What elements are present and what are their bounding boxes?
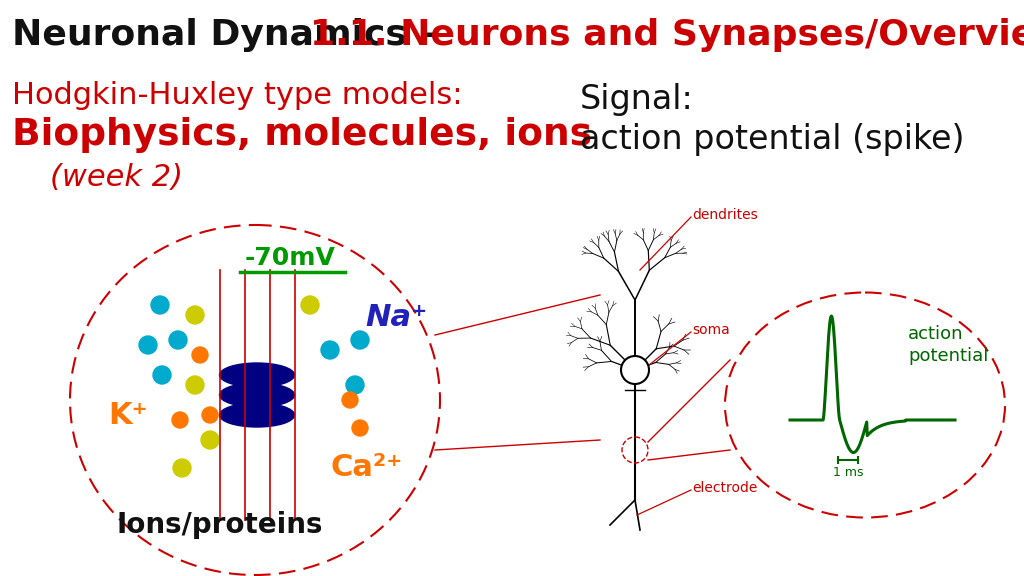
Ellipse shape	[219, 403, 295, 427]
Circle shape	[321, 341, 339, 359]
Text: Biophysics, molecules, ions: Biophysics, molecules, ions	[12, 117, 592, 153]
Text: K⁺: K⁺	[108, 400, 147, 430]
Text: Ca²⁺: Ca²⁺	[330, 453, 402, 483]
Text: 1.1. Neurons and Synapses/Overview: 1.1. Neurons and Synapses/Overview	[310, 18, 1024, 52]
Text: (week 2): (week 2)	[50, 164, 183, 192]
Circle shape	[172, 412, 188, 428]
Text: 1 ms: 1 ms	[833, 465, 863, 479]
Circle shape	[186, 376, 204, 394]
Text: electrode: electrode	[692, 481, 758, 495]
Text: Na⁺: Na⁺	[365, 304, 427, 332]
Text: action potential (spike): action potential (spike)	[580, 123, 965, 157]
Text: Neuronal Dynamics –: Neuronal Dynamics –	[12, 18, 451, 52]
Circle shape	[351, 331, 369, 349]
Circle shape	[352, 420, 368, 436]
Circle shape	[153, 366, 171, 384]
Circle shape	[169, 331, 187, 349]
Circle shape	[193, 347, 208, 363]
Text: Signal:: Signal:	[580, 84, 693, 116]
Circle shape	[342, 392, 358, 408]
Circle shape	[186, 306, 204, 324]
Circle shape	[201, 431, 219, 449]
Circle shape	[139, 336, 157, 354]
Circle shape	[301, 296, 319, 314]
Circle shape	[151, 296, 169, 314]
Text: -70mV: -70mV	[245, 246, 336, 270]
Circle shape	[173, 459, 191, 477]
Ellipse shape	[219, 363, 295, 387]
Circle shape	[346, 376, 364, 394]
Ellipse shape	[219, 383, 295, 407]
Text: Hodgkin-Huxley type models:: Hodgkin-Huxley type models:	[12, 81, 463, 109]
Circle shape	[621, 356, 649, 384]
Text: action
potential: action potential	[908, 325, 988, 365]
Text: Ions/proteins: Ions/proteins	[117, 511, 324, 539]
Text: soma: soma	[692, 323, 730, 337]
Circle shape	[202, 407, 218, 423]
Text: dendrites: dendrites	[692, 208, 758, 222]
